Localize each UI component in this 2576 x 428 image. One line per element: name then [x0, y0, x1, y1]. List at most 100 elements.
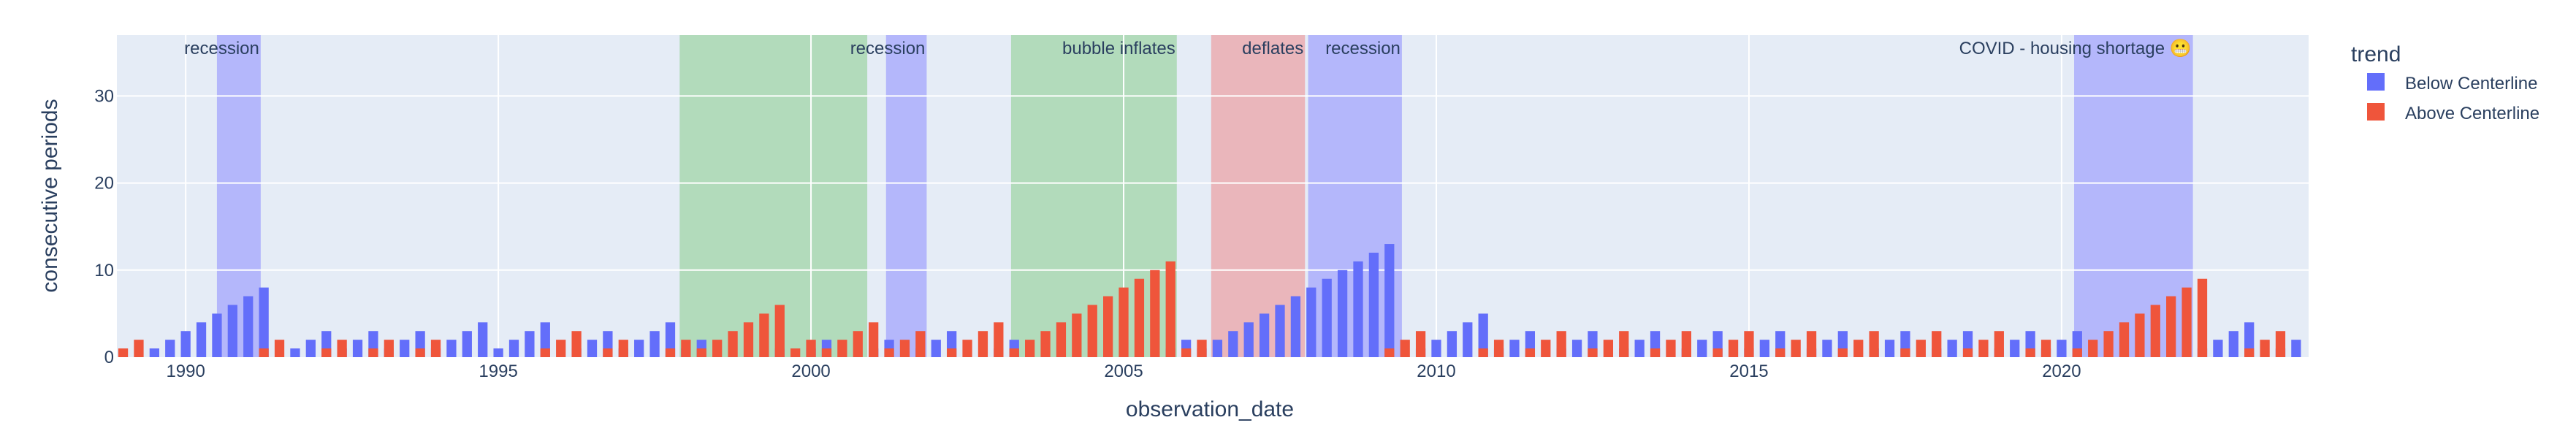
bar-above[interactable] — [1603, 340, 1614, 357]
bar-above[interactable] — [1541, 340, 1551, 357]
bar-below[interactable] — [446, 340, 457, 357]
bar-above[interactable] — [1400, 340, 1410, 357]
bar-above[interactable] — [1619, 331, 1629, 357]
bar-above[interactable] — [853, 331, 863, 357]
bar-above[interactable] — [806, 340, 816, 357]
bar-below[interactable] — [1228, 331, 1238, 357]
bar-above[interactable] — [1103, 296, 1113, 357]
bar-above[interactable] — [1588, 348, 1598, 357]
bar-above[interactable] — [618, 340, 628, 357]
legend-swatch-below[interactable] — [2367, 73, 2385, 91]
bar-below[interactable] — [1384, 244, 1395, 357]
bar-below[interactable] — [1290, 296, 1301, 357]
bar-above[interactable] — [274, 340, 285, 357]
bar-above[interactable] — [1681, 331, 1691, 357]
bar-above[interactable] — [1165, 261, 1175, 357]
bar-above[interactable] — [1744, 331, 1754, 357]
bar-below[interactable] — [462, 331, 472, 357]
bar-below[interactable] — [2057, 340, 2067, 357]
bar-above[interactable] — [2103, 331, 2114, 357]
bar-below[interactable] — [1697, 340, 1707, 357]
bar-above[interactable] — [994, 322, 1004, 357]
bar-above[interactable] — [134, 340, 144, 357]
bar-below[interactable] — [587, 340, 598, 357]
bar-above[interactable] — [696, 348, 706, 357]
bar-below[interactable] — [305, 340, 316, 357]
bar-below[interactable] — [1822, 340, 1832, 357]
bar-below[interactable] — [1212, 340, 1223, 357]
bar-below[interactable] — [2291, 340, 2301, 357]
bar-below[interactable] — [1509, 340, 1520, 357]
bar-above[interactable] — [1009, 348, 1019, 357]
bar-above[interactable] — [728, 331, 738, 357]
bar-above[interactable] — [1806, 331, 1817, 357]
bar-above[interactable] — [1900, 348, 1910, 357]
bar-above[interactable] — [884, 348, 894, 357]
bar-above[interactable] — [430, 340, 441, 357]
legend-label-above[interactable]: Above Centerline — [2405, 104, 2539, 123]
bar-above[interactable] — [1415, 331, 1426, 357]
bar-below[interactable] — [1634, 340, 1645, 357]
bar-above[interactable] — [1978, 340, 1989, 357]
bar-above[interactable] — [1119, 287, 1129, 357]
bar-below[interactable] — [1259, 313, 1270, 357]
bar-below[interactable] — [165, 340, 175, 357]
bar-below[interactable] — [1337, 270, 1348, 357]
bar-below[interactable] — [196, 322, 207, 357]
bar-above[interactable] — [978, 331, 988, 357]
bar-below[interactable] — [1884, 340, 1895, 357]
bar-above[interactable] — [1994, 331, 2004, 357]
bar-below[interactable] — [1368, 252, 1379, 357]
bar-above[interactable] — [2166, 296, 2176, 357]
bar-below[interactable] — [1431, 340, 1441, 357]
bar-above[interactable] — [712, 340, 723, 357]
bar-above[interactable] — [1025, 340, 1035, 357]
bar-below[interactable] — [478, 322, 488, 357]
bar-below[interactable] — [180, 331, 191, 357]
bar-above[interactable] — [321, 348, 332, 357]
bar-above[interactable] — [2119, 322, 2130, 357]
bar-below[interactable] — [2228, 331, 2238, 357]
bar-above[interactable] — [2197, 278, 2208, 357]
bar-below[interactable] — [1306, 287, 1316, 357]
bar-above[interactable] — [2088, 340, 2098, 357]
bar-above[interactable] — [1040, 331, 1051, 357]
bar-above[interactable] — [1650, 348, 1661, 357]
bar-above[interactable] — [1056, 322, 1067, 357]
bar-below[interactable] — [634, 340, 644, 357]
bar-above[interactable] — [2025, 348, 2035, 357]
bar-above[interactable] — [2244, 348, 2255, 357]
bar-below[interactable] — [212, 313, 222, 357]
bar-above[interactable] — [2040, 340, 2051, 357]
bar-below[interactable] — [1463, 322, 1473, 357]
bar-below[interactable] — [149, 348, 159, 357]
bar-above[interactable] — [1525, 348, 1536, 357]
bar-below[interactable] — [649, 331, 660, 357]
bar-above[interactable] — [1869, 331, 1879, 357]
bar-below[interactable] — [1759, 340, 1769, 357]
bar-below[interactable] — [1571, 340, 1582, 357]
bar-below[interactable] — [508, 340, 519, 357]
bar-above[interactable] — [337, 340, 347, 357]
bar-above[interactable] — [1181, 348, 1192, 357]
bar-above[interactable] — [821, 348, 832, 357]
bar-above[interactable] — [1493, 340, 1504, 357]
bar-above[interactable] — [259, 348, 269, 357]
bar-below[interactable] — [2213, 340, 2223, 357]
bar-above[interactable] — [1916, 340, 1926, 357]
bar-below[interactable] — [290, 348, 300, 357]
bar-below[interactable] — [243, 296, 254, 357]
bar-below[interactable] — [1353, 261, 1363, 357]
bar-below[interactable] — [259, 287, 269, 357]
bar-below[interactable] — [400, 340, 410, 357]
bar-above[interactable] — [415, 348, 425, 357]
bar-above[interactable] — [774, 305, 785, 357]
bar-above[interactable] — [915, 331, 926, 357]
bar-above[interactable] — [571, 331, 582, 357]
bar-below[interactable] — [1447, 331, 1457, 357]
legend-swatch-above[interactable] — [2367, 103, 2385, 121]
bar-above[interactable] — [2275, 331, 2286, 357]
bar-above[interactable] — [2181, 287, 2192, 357]
bar-below[interactable] — [1275, 305, 1285, 357]
bar-above[interactable] — [368, 348, 378, 357]
